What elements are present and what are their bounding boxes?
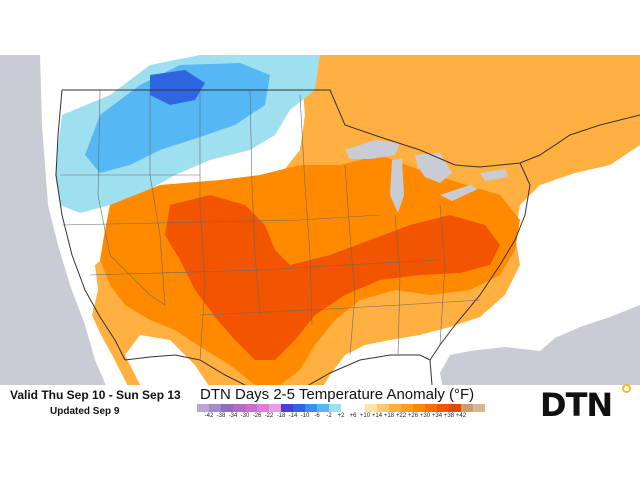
color-swatch xyxy=(437,404,449,412)
state-borders xyxy=(60,89,481,361)
dtn-logo-dot-icon xyxy=(622,384,631,393)
color-scale xyxy=(197,404,485,412)
lake-michigan xyxy=(390,159,404,213)
land-cold-core xyxy=(150,70,205,105)
color-swatch xyxy=(449,404,461,412)
color-swatch xyxy=(305,404,317,412)
color-swatch xyxy=(413,404,425,412)
state-line xyxy=(199,90,206,361)
scale-tick-label: -22 xyxy=(264,413,274,419)
scale-tick-label: +10 xyxy=(359,413,371,419)
scale-tick-label: +42 xyxy=(455,413,467,419)
scale-tick-label: -26 xyxy=(252,413,262,419)
color-swatch xyxy=(389,404,401,412)
color-swatch xyxy=(329,404,341,412)
state-line xyxy=(439,204,446,346)
scale-tick-label: +34 xyxy=(431,413,443,419)
scale-tick-label: +18 xyxy=(383,413,395,419)
color-swatch xyxy=(353,404,365,412)
scale-tick-label: +14 xyxy=(371,413,383,419)
color-swatch xyxy=(209,404,221,412)
valid-period-label: Valid Thu Sep 10 - Sun Sep 13 xyxy=(10,388,181,402)
state-line xyxy=(61,214,381,226)
state-line xyxy=(149,90,166,306)
state-line xyxy=(89,259,441,276)
state-line xyxy=(394,214,401,356)
state-line xyxy=(97,89,111,256)
scale-tick-label: -2 xyxy=(326,413,332,419)
scale-tick-label: +6 xyxy=(349,413,357,419)
color-swatch xyxy=(293,404,305,412)
color-swatch xyxy=(473,404,485,412)
state-line xyxy=(109,254,166,306)
color-swatch xyxy=(257,404,269,412)
color-swatch xyxy=(365,404,377,412)
color-swatch xyxy=(317,404,329,412)
scale-tick-label: +38 xyxy=(443,413,455,419)
color-swatch xyxy=(377,404,389,412)
color-swatch xyxy=(425,404,437,412)
scale-tick-label: -6 xyxy=(314,413,320,419)
dtn-logo: DTN xyxy=(540,386,613,424)
scale-tick-label: +2 xyxy=(337,413,345,419)
lake-huron xyxy=(415,153,452,183)
scale-tick-label: +22 xyxy=(395,413,407,419)
map-graphic xyxy=(0,55,640,425)
scale-tick-label: -30 xyxy=(240,413,250,419)
state-line xyxy=(344,164,356,356)
map-title: DTN Days 2-5 Temperature Anomaly (°F) xyxy=(200,386,475,403)
color-swatch xyxy=(341,404,353,412)
updated-date-label: Updated Sep 9 xyxy=(50,406,120,417)
canada-us-border xyxy=(62,89,640,168)
color-swatch xyxy=(221,404,233,412)
scale-tick-label: -10 xyxy=(300,413,310,419)
scale-tick-label: +30 xyxy=(419,413,431,419)
land-hot-region xyxy=(165,195,500,360)
lake-erie xyxy=(440,185,478,201)
scale-tick-label: -18 xyxy=(276,413,286,419)
color-swatch xyxy=(401,404,413,412)
scale-tick-label: -34 xyxy=(228,413,238,419)
color-swatch xyxy=(233,404,245,412)
scale-tick-label: -14 xyxy=(288,413,298,419)
color-swatch xyxy=(281,404,293,412)
scale-tick-label: -42 xyxy=(204,413,214,419)
state-line xyxy=(199,299,481,316)
us-coastline-west xyxy=(55,89,126,361)
color-swatch xyxy=(197,404,209,412)
temperature-anomaly-map xyxy=(0,55,640,425)
scale-tick-label: -38 xyxy=(216,413,226,419)
scale-tick-label: +26 xyxy=(407,413,419,419)
color-swatch xyxy=(269,404,281,412)
lake-ontario xyxy=(480,169,508,181)
lake-superior xyxy=(345,140,400,159)
state-line xyxy=(249,89,261,316)
color-swatch xyxy=(245,404,257,412)
state-line xyxy=(299,94,313,326)
color-swatch xyxy=(461,404,473,412)
